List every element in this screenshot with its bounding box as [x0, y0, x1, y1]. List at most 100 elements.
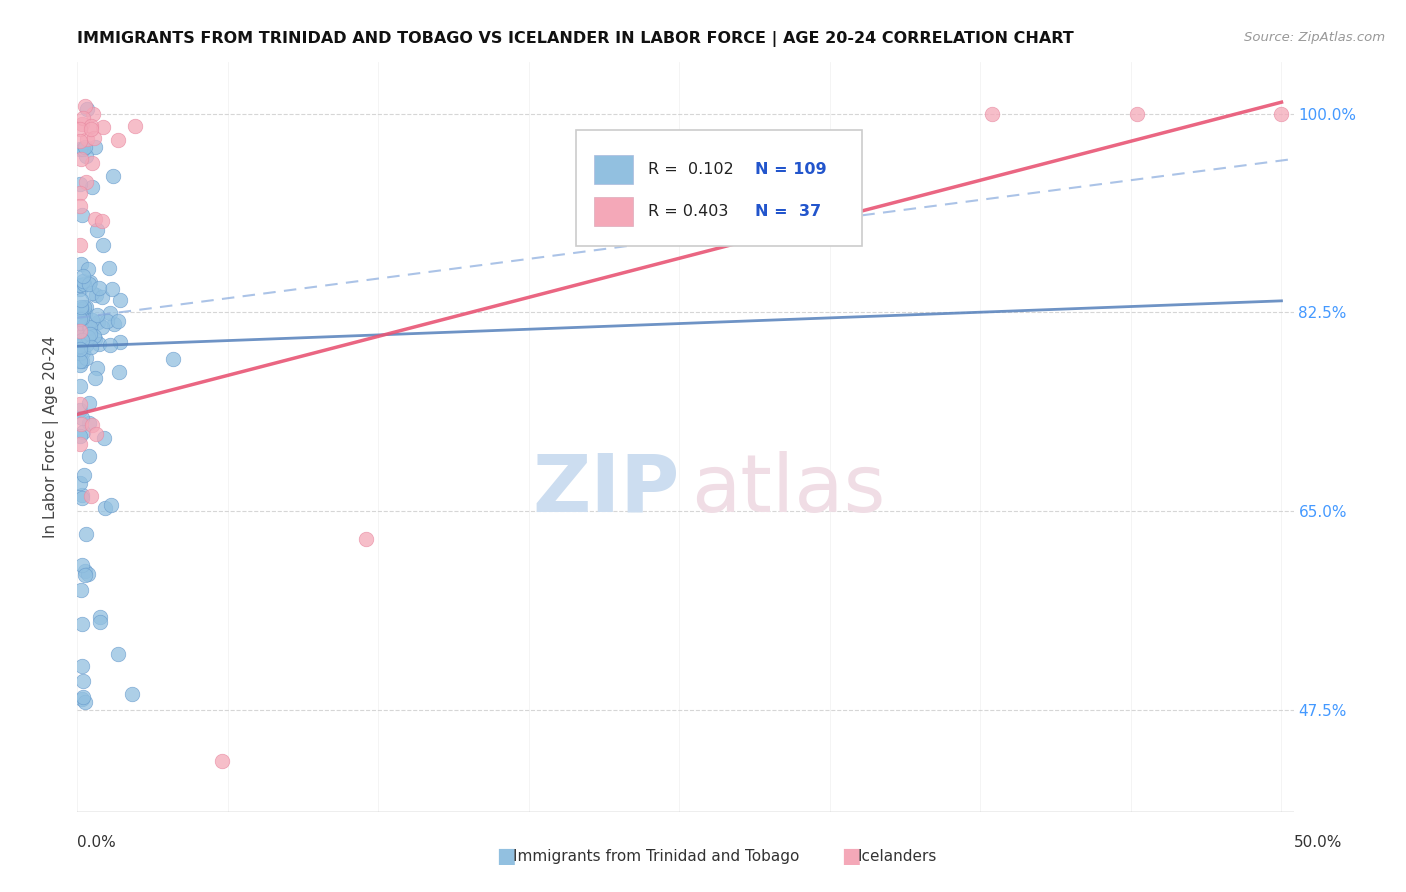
Point: [1126, 106, 1149, 120]
Point: [76, 103, 98, 117]
Point: [211, 754, 233, 768]
Point: [72, 425, 94, 440]
Point: [107, 133, 129, 147]
Point: [98, 306, 121, 320]
Point: [69, 379, 91, 393]
Point: [77, 330, 100, 344]
Point: [69, 397, 91, 411]
Point: [69, 582, 91, 597]
Point: [69, 429, 91, 443]
Point: [84, 288, 107, 302]
Point: [72, 691, 94, 706]
Point: [75, 300, 97, 314]
Point: [80, 417, 103, 432]
Point: [89, 610, 111, 624]
Text: Icelanders: Icelanders: [858, 849, 936, 863]
Point: [84, 371, 107, 385]
Point: [69, 277, 91, 292]
Point: [70, 558, 93, 572]
Point: [69, 324, 91, 338]
Point: [82, 107, 104, 121]
Point: [84, 332, 107, 346]
Point: [82, 156, 104, 170]
Point: [75, 568, 97, 582]
Point: [981, 106, 1004, 120]
Point: [76, 566, 98, 581]
Point: [69, 336, 91, 351]
Point: [69, 417, 91, 431]
Point: [69, 152, 91, 166]
Point: [69, 323, 91, 337]
Point: [77, 277, 100, 292]
Point: [69, 238, 91, 252]
Point: [98, 261, 121, 276]
Point: [80, 286, 103, 301]
Point: [69, 277, 91, 292]
Point: [356, 533, 378, 547]
Point: [69, 476, 91, 491]
Point: [100, 499, 122, 513]
Point: [73, 318, 96, 333]
Point: [69, 339, 91, 353]
Point: [107, 647, 129, 661]
Point: [103, 317, 125, 331]
Point: [77, 396, 100, 410]
Text: Source: ZipAtlas.com: Source: ZipAtlas.com: [1244, 31, 1385, 45]
Point: [75, 564, 97, 578]
Text: atlas: atlas: [692, 450, 886, 529]
Point: [96, 314, 118, 328]
Point: [75, 527, 97, 541]
Point: [84, 140, 107, 154]
Point: [77, 449, 100, 463]
Point: [90, 290, 112, 304]
Text: ■: ■: [496, 847, 516, 866]
Text: ZIP: ZIP: [531, 450, 679, 529]
Text: N = 109: N = 109: [755, 162, 827, 178]
Point: [69, 142, 91, 156]
Point: [69, 402, 91, 417]
Point: [1270, 106, 1292, 120]
Text: 50.0%: 50.0%: [1295, 836, 1343, 850]
Text: N =  37: N = 37: [755, 204, 821, 219]
Point: [86, 223, 108, 237]
Point: [69, 186, 91, 201]
Bar: [595, 197, 633, 226]
Point: [108, 293, 131, 307]
Text: ■: ■: [841, 847, 860, 866]
Point: [101, 282, 124, 296]
Point: [69, 134, 91, 148]
Point: [93, 120, 115, 135]
Point: [83, 131, 105, 145]
Point: [72, 690, 94, 704]
Point: [87, 281, 110, 295]
Point: [86, 361, 108, 376]
Point: [73, 140, 96, 154]
Point: [72, 673, 94, 688]
Point: [77, 416, 100, 430]
Point: [70, 293, 93, 307]
Point: [72, 142, 94, 156]
FancyBboxPatch shape: [576, 130, 862, 246]
Point: [69, 198, 91, 212]
Point: [70, 617, 93, 632]
Point: [69, 346, 91, 360]
Point: [89, 336, 111, 351]
Point: [80, 489, 103, 503]
Point: [82, 313, 104, 327]
Point: [79, 326, 101, 341]
Point: [69, 437, 91, 451]
Point: [72, 277, 94, 292]
Point: [121, 687, 143, 701]
Point: [72, 117, 94, 131]
Point: [80, 120, 103, 134]
Point: [91, 320, 114, 334]
Point: [107, 314, 129, 328]
Point: [72, 268, 94, 283]
Point: [69, 346, 91, 360]
Point: [69, 334, 91, 348]
Point: [75, 328, 97, 343]
Point: [69, 281, 91, 295]
Point: [69, 177, 91, 191]
Point: [70, 257, 93, 271]
Text: R =  0.102: R = 0.102: [648, 162, 734, 178]
